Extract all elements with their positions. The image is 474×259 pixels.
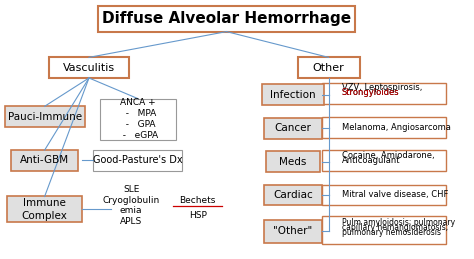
Text: Cardiac: Cardiac [273, 190, 313, 200]
Text: Good-Pasture's Dx: Good-Pasture's Dx [93, 155, 182, 166]
Text: Pulm amyloidosis; pulmonary: Pulm amyloidosis; pulmonary [342, 218, 455, 227]
Text: Anticoagulant: Anticoagulant [342, 156, 401, 165]
FancyBboxPatch shape [322, 150, 446, 171]
Text: Immune
Complex: Immune Complex [22, 198, 68, 221]
Text: Cancer: Cancer [274, 123, 311, 133]
Text: Strongyloides: Strongyloides [342, 88, 400, 97]
FancyBboxPatch shape [100, 99, 175, 140]
FancyBboxPatch shape [262, 84, 324, 105]
Text: Infection: Infection [270, 90, 316, 100]
Text: Anti-GBM: Anti-GBM [20, 155, 69, 166]
Text: pulmonary hemosiderosis: pulmonary hemosiderosis [342, 228, 441, 237]
FancyBboxPatch shape [98, 6, 355, 32]
FancyBboxPatch shape [322, 83, 446, 104]
Text: Melanoma, Angiosarcoma: Melanoma, Angiosarcoma [342, 123, 451, 132]
Text: "Other": "Other" [273, 226, 313, 236]
Text: capillary hemangiomatosis;: capillary hemangiomatosis; [342, 223, 448, 232]
Text: Vasculitis: Vasculitis [63, 63, 115, 73]
FancyBboxPatch shape [11, 150, 78, 171]
Text: HSP: HSP [189, 211, 207, 220]
FancyBboxPatch shape [264, 220, 322, 243]
Text: Meds: Meds [279, 157, 307, 167]
Text: Mitral valve disease, CHF: Mitral valve disease, CHF [342, 190, 448, 199]
FancyBboxPatch shape [322, 117, 446, 138]
FancyBboxPatch shape [322, 216, 446, 244]
Text: Cocaine, Amiodarone,: Cocaine, Amiodarone, [342, 151, 435, 160]
Text: Bechets: Bechets [180, 196, 216, 205]
FancyBboxPatch shape [264, 185, 322, 205]
FancyBboxPatch shape [264, 118, 322, 139]
FancyBboxPatch shape [49, 57, 129, 78]
FancyBboxPatch shape [7, 197, 82, 222]
FancyBboxPatch shape [298, 57, 360, 78]
FancyBboxPatch shape [5, 106, 84, 127]
FancyBboxPatch shape [93, 150, 182, 171]
Text: VZV, Leptospirosis,: VZV, Leptospirosis, [342, 83, 422, 92]
FancyBboxPatch shape [266, 152, 319, 172]
Text: Other: Other [313, 63, 345, 73]
Text: ANCA +
  -   MPA
  -   GPA
  -   eGPA: ANCA + - MPA - GPA - eGPA [117, 98, 158, 140]
Text: Strongyloides: Strongyloides [342, 88, 400, 97]
Text: Pauci-Immune: Pauci-Immune [8, 112, 82, 122]
Text: Diffuse Alveolar Hemorrhage: Diffuse Alveolar Hemorrhage [102, 11, 351, 26]
Text: SLE
Cryoglobulin
emia
APLS: SLE Cryoglobulin emia APLS [102, 185, 160, 226]
FancyBboxPatch shape [322, 185, 446, 205]
